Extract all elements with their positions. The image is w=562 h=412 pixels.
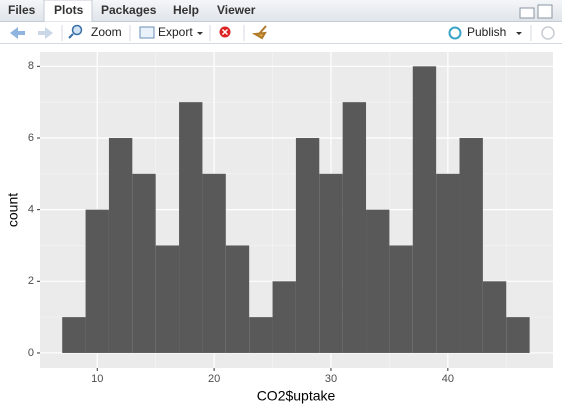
bar [506,317,530,353]
y-tick-label: 8 [28,60,34,72]
remove-icon [221,28,229,36]
bar [342,102,367,353]
bar [132,173,156,353]
back-button[interactable] [10,27,25,39]
y-tick-label: 6 [28,132,34,144]
tab[interactable]: Packages [101,3,157,17]
bar [459,137,483,353]
tab[interactable]: Plots [54,3,84,17]
zoom-button[interactable]: Zoom [68,24,122,39]
y-tick-label: 4 [28,204,34,216]
export-button[interactable]: Export [139,25,203,39]
publish-button[interactable]: Publish [448,25,523,40]
bar [272,281,296,353]
bar [179,102,203,353]
tab-bar [0,0,562,22]
bar [412,66,437,353]
dropdown-arrow [197,32,203,35]
bar [436,173,460,353]
maximize-button[interactable] [537,4,553,19]
x-tick-label: 40 [442,373,454,385]
y-tick-label: 2 [28,275,34,287]
bar [225,245,250,353]
bar [389,245,413,353]
publish-label: Publish [467,25,506,39]
export-icon [139,26,155,39]
y-tick-label: 0 [28,347,34,359]
export-label: Export [158,25,193,39]
forward-button[interactable] [38,27,53,39]
x-tick-label: 20 [208,373,220,385]
refresh-button[interactable] [541,26,555,40]
dropdown-arrow [516,32,522,35]
bar [62,317,86,353]
tab[interactable]: Viewer [217,3,256,17]
tab[interactable]: Files [8,3,36,17]
y-axis-title: count [5,193,21,227]
bar [319,173,343,353]
x-axis-title: CO2$uptake [257,388,336,404]
zoom-label: Zoom [91,25,122,39]
bar [155,245,180,353]
bar [108,137,133,353]
bar [249,317,273,353]
bar [202,173,226,353]
tab[interactable]: Help [173,3,199,17]
clear-all-button[interactable] [251,25,267,40]
minimize-button[interactable] [519,7,535,19]
publish-icon [448,26,462,40]
bar [85,209,109,353]
x-tick-label: 30 [325,373,337,385]
zoom-icon [68,33,74,39]
bar [366,209,390,353]
bar [295,137,320,353]
x-tick-label: 10 [91,373,103,385]
zoom-icon [71,24,83,36]
bar [482,281,507,353]
